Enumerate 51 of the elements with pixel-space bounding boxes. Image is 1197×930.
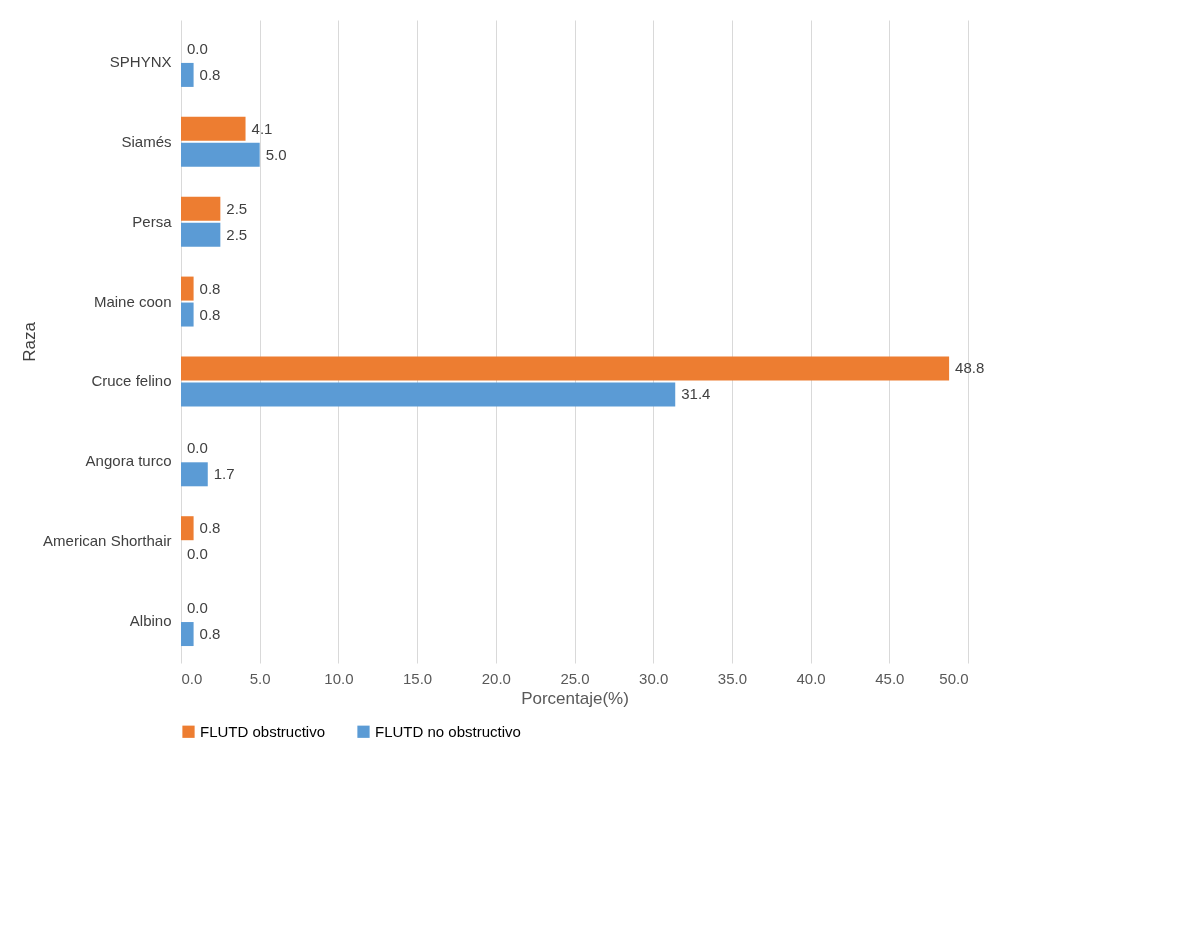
bar [181, 276, 194, 301]
data-label: 0.8 [199, 279, 221, 297]
y-tick-label: Albino [129, 612, 172, 630]
x-tick-label: 0.0 [181, 669, 203, 687]
x-tick-label: 45.0 [875, 669, 905, 687]
data-label: 0.0 [187, 545, 208, 563]
data-label: 0.8 [199, 519, 221, 537]
data-label: 48.8 [955, 359, 985, 377]
data-label: 0.8 [199, 65, 221, 83]
y-tick-label: Angora turco [85, 452, 172, 470]
x-tick-label: 40.0 [796, 669, 826, 687]
data-label: 2.5 [226, 225, 248, 243]
bar [181, 222, 221, 247]
y-tick-label: Cruce felino [91, 372, 172, 390]
bar [181, 196, 221, 221]
y-axis-title: Raza [20, 321, 40, 362]
bar [181, 516, 194, 541]
data-label: 0.8 [199, 305, 221, 323]
x-tick-label: 15.0 [403, 669, 433, 687]
y-tick-label: Siamés [121, 132, 172, 150]
bar [181, 622, 194, 647]
data-label: 0.0 [187, 599, 208, 617]
bar [181, 302, 194, 327]
x-tick-label: 35.0 [717, 669, 747, 687]
data-label: 0.8 [199, 625, 221, 643]
bar [181, 116, 246, 141]
y-tick-label: Maine coon [93, 292, 172, 310]
y-tick-label: Persa [132, 212, 173, 230]
x-tick-label: 10.0 [324, 669, 354, 687]
x-axis-title: Porcentaje(%) [521, 688, 629, 708]
bar [181, 462, 208, 487]
y-tick-label: SPHYNX [109, 52, 172, 70]
x-tick-label: 5.0 [249, 669, 271, 687]
x-tick-label: 30.0 [639, 669, 669, 687]
data-label: 4.1 [251, 119, 273, 137]
data-label: 1.7 [213, 465, 235, 483]
x-tick-label: 20.0 [481, 669, 511, 687]
legend-label: FLUTD obstructivo [200, 722, 326, 740]
bar [181, 356, 950, 381]
data-label: 5.0 [265, 145, 287, 163]
y-tick-label: American Shorthair [43, 532, 172, 550]
bar [181, 142, 260, 167]
data-label: 31.4 [681, 385, 711, 403]
x-tick-label: 25.0 [560, 669, 590, 687]
data-label: 0.0 [187, 439, 208, 457]
data-label: 2.5 [226, 199, 248, 217]
data-label: 0.0 [187, 39, 208, 57]
bar [181, 382, 676, 407]
bar [181, 62, 194, 87]
legend-label: FLUTD no obstructivo [375, 722, 521, 740]
x-tick-label: 50.0 [939, 669, 969, 687]
